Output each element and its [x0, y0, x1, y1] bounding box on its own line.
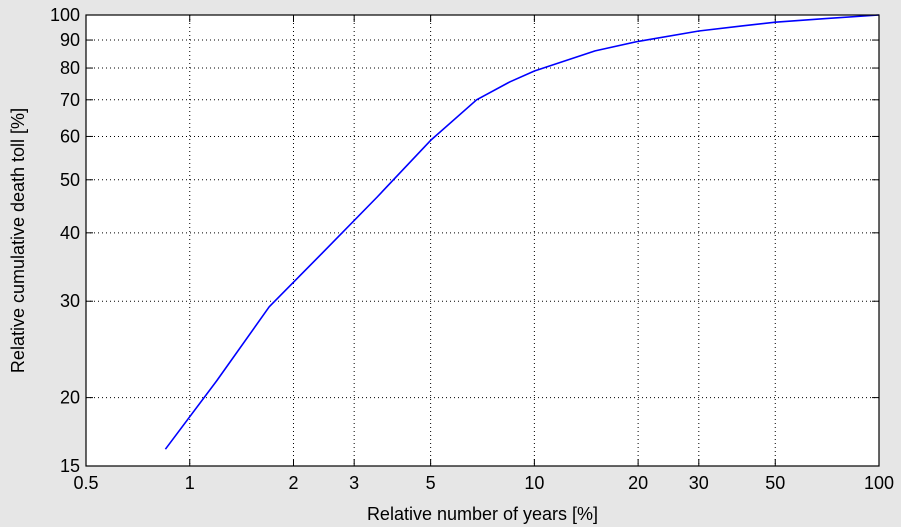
- x-tick-label: 0.5: [73, 473, 98, 493]
- y-tick-label: 30: [60, 291, 80, 311]
- plot-area: [86, 15, 879, 466]
- x-tick-label: 100: [864, 473, 894, 493]
- series-line: [164, 14, 880, 450]
- series-group: [164, 14, 880, 450]
- plot-frame: [85, 14, 880, 467]
- x-tick-label: 20: [628, 473, 648, 493]
- grid: [86, 15, 879, 466]
- x-tick-label: 1: [185, 473, 195, 493]
- y-tick-label: 80: [60, 58, 80, 78]
- y-tick-label: 15: [60, 456, 80, 476]
- y-tick-label: 70: [60, 90, 80, 110]
- tick-labels: 0.5 1 2 3 5 10 20 30 50 100 15 20 30 40 50 60 70 80 90 100: [50, 5, 894, 493]
- x-axis-label: Relative number of years [%]: [367, 504, 598, 524]
- y-axis-label: Relative cumulative death toll [%]: [8, 108, 28, 373]
- y-tick-label: 100: [50, 5, 80, 25]
- y-tick-label: 20: [60, 388, 80, 408]
- y-tick-label: 90: [60, 30, 80, 50]
- x-tick-label: 5: [426, 473, 436, 493]
- x-tick-label: 2: [288, 473, 298, 493]
- x-tick-label: 3: [349, 473, 359, 493]
- y-tick-label: 50: [60, 170, 80, 190]
- x-tick-label: 10: [524, 473, 544, 493]
- x-tick-label: 30: [689, 473, 709, 493]
- y-tick-label: 40: [60, 223, 80, 243]
- x-tick-label: 50: [765, 473, 785, 493]
- y-tick-label: 60: [60, 126, 80, 146]
